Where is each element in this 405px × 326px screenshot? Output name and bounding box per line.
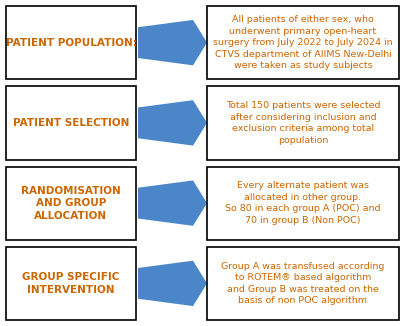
FancyBboxPatch shape (207, 247, 399, 320)
Text: GROUP SPECIFIC
INTERVENTION: GROUP SPECIFIC INTERVENTION (22, 272, 120, 295)
Polygon shape (138, 261, 207, 306)
Polygon shape (138, 100, 207, 146)
FancyBboxPatch shape (6, 247, 136, 320)
Polygon shape (138, 20, 207, 65)
Text: All patients of either sex, who
underwent primary open-heart
surgery from July 2: All patients of either sex, who underwen… (213, 15, 393, 70)
Text: Total 150 patients were selected
after considering inclusion and
exclusion crite: Total 150 patients were selected after c… (226, 101, 380, 144)
Text: Group A was transfused according
to ROTEM® based algorithm
and Group B was treat: Group A was transfused according to ROTE… (221, 262, 385, 305)
Text: PATIENT SELECTION: PATIENT SELECTION (13, 118, 129, 128)
Text: Every alternate patient was
allocated in other group.
So 80 in each group A (POC: Every alternate patient was allocated in… (225, 182, 381, 225)
Text: RANDOMISATION
AND GROUP
ALLOCATION: RANDOMISATION AND GROUP ALLOCATION (21, 186, 121, 220)
Polygon shape (138, 180, 207, 226)
FancyBboxPatch shape (207, 167, 399, 240)
FancyBboxPatch shape (6, 6, 136, 79)
FancyBboxPatch shape (207, 6, 399, 79)
FancyBboxPatch shape (207, 86, 399, 159)
FancyBboxPatch shape (6, 86, 136, 159)
Text: PATIENT POPULATION:: PATIENT POPULATION: (6, 37, 136, 48)
FancyBboxPatch shape (6, 167, 136, 240)
